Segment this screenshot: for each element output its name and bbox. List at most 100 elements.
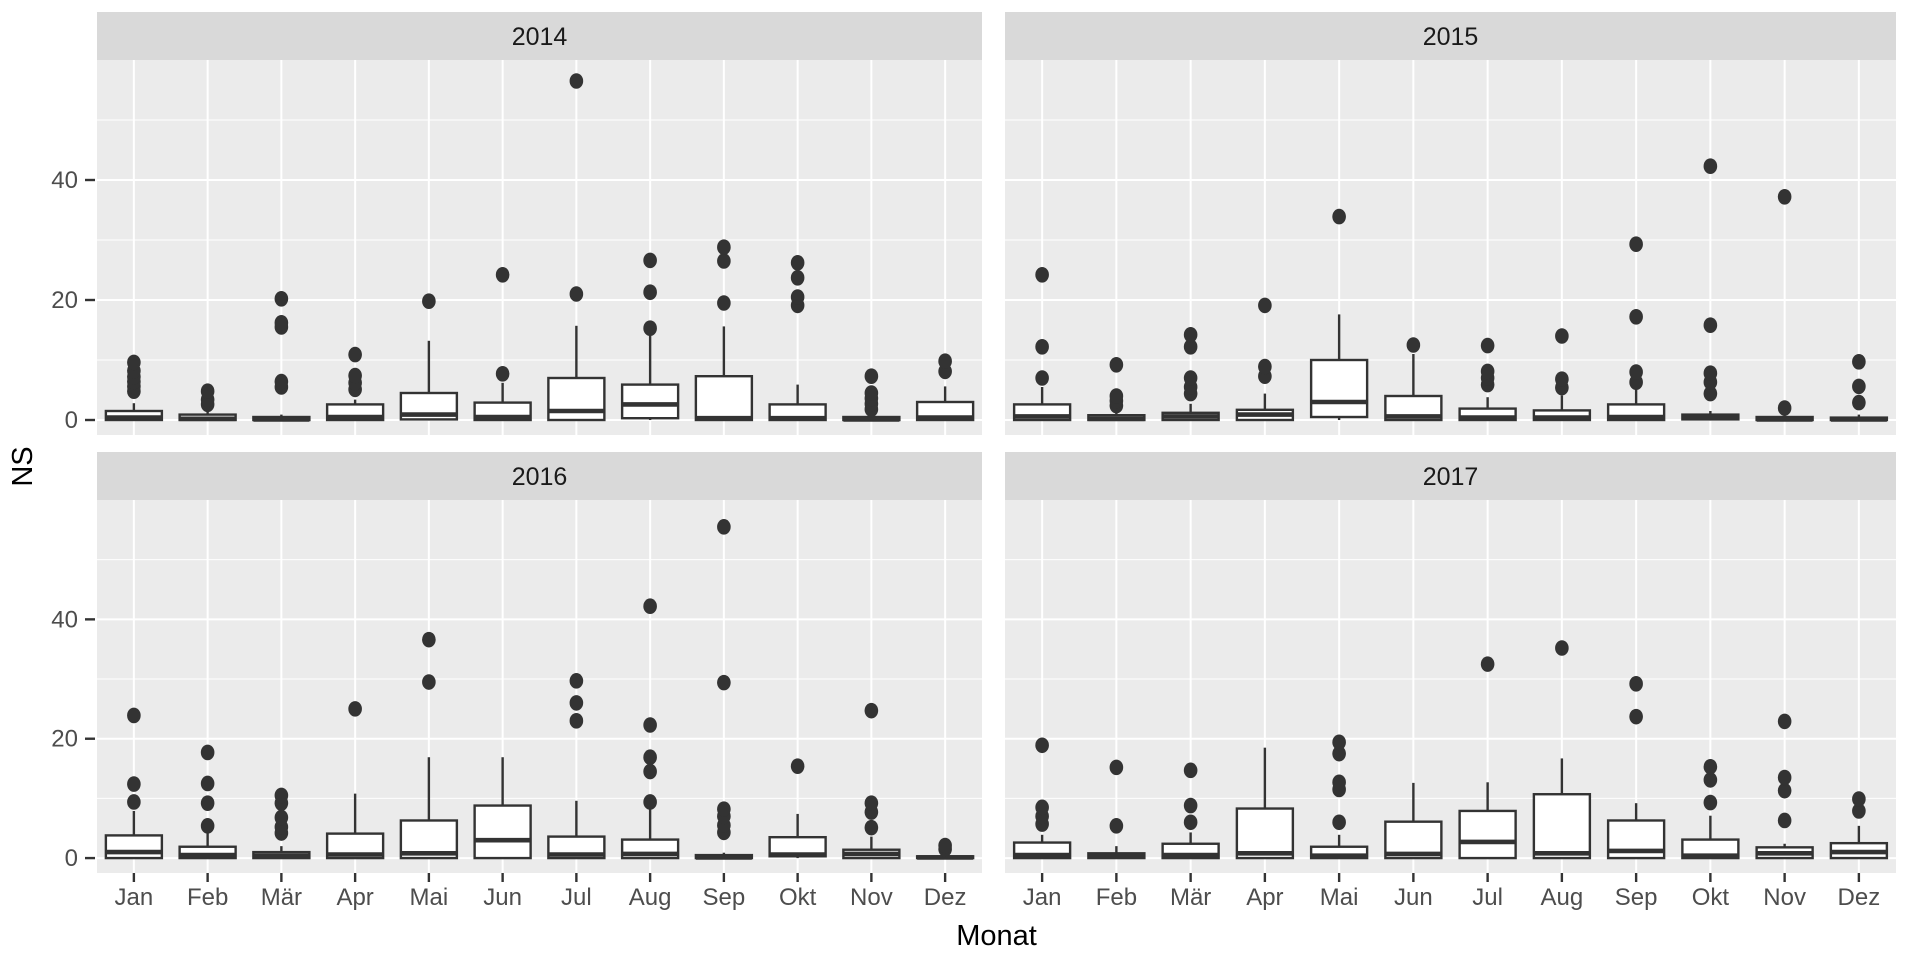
panel-2016 [97,500,982,873]
box-2017-Jul [1458,809,1517,860]
y-tick-label-40: 40 [51,606,78,633]
box-2016-Jan [104,834,164,860]
outlier-2015-Jul [1480,363,1495,380]
outlier-2014-Jul [569,286,584,302]
facet-strip-label-2016: 2016 [512,463,568,491]
outlier-2017-Mai [1332,745,1346,762]
outlier-2016-Apr [348,701,362,717]
outlier-2015-Jun [1406,337,1421,353]
panel-2017 [1005,500,1896,873]
x-tick-label-Sep: Sep [703,884,746,911]
outlier-2014-Sep [717,239,731,255]
x-tick-label-Apr: Apr [1246,884,1283,911]
box-2017-Mai [1309,845,1369,860]
x-tick-label-Okt: Okt [1692,884,1730,911]
outlier-2015-Okt [1703,365,1718,382]
outlier-2017-Mär [1183,762,1198,779]
outlier-2017-Jan [1035,799,1049,816]
outlier-2016-Sep [717,519,731,535]
outlier-2016-Mär [274,809,289,826]
outlier-2015-Dez [1852,354,1866,370]
outlier-2016-Feb [200,795,215,811]
facet-strip-label-2015: 2015 [1423,23,1479,51]
outlier-2016-Aug [643,598,657,615]
outlier-2015-Feb [1109,357,1124,373]
outlier-2015-Mär [1183,370,1198,386]
facet-strip-2017 [1005,452,1896,500]
box-2016-Feb [178,845,237,860]
outlier-2017-Feb [1109,818,1124,834]
outlier-2017-Okt [1703,794,1718,811]
box-2014-Aug [620,383,680,420]
y-tick-label-0: 0 [65,845,78,872]
x-tick-label-Jan: Jan [1023,884,1062,911]
outlier-2015-Jan [1035,267,1049,283]
outlier-2017-Dez [1852,791,1866,807]
outlier-2014-Apr [348,346,362,363]
outlier-2015-Feb [1109,388,1124,404]
outlier-2016-Aug [643,717,657,733]
outlier-2015-Jul [1480,337,1495,354]
outlier-2017-Jan [1035,737,1049,754]
box-2016-Jun [473,804,532,860]
outlier-2016-Aug [643,749,657,766]
outlier-2017-Dez [1852,803,1866,819]
outlier-2016-Feb [200,818,215,834]
outlier-2017-Mär [1183,797,1198,814]
x-tick-label-Jul: Jul [1472,884,1503,911]
y-axis-title: NS [7,446,39,486]
outlier-2014-Sep [717,253,731,269]
outlier-2015-Sep [1629,236,1643,252]
box-2017-Apr [1235,807,1295,860]
outlier-2014-Nov [864,368,879,385]
outlier-2015-Apr [1258,358,1272,375]
outlier-2017-Mai [1332,734,1346,751]
facet-strip-label-2014: 2014 [512,23,568,51]
box-2015-Aug [1532,409,1592,422]
outlier-2016-Jul [569,673,584,689]
x-tick-label-Dez: Dez [924,884,967,911]
outlier-2015-Okt [1703,317,1718,334]
outlier-2017-Aug [1555,640,1569,656]
x-tick-label-Mai: Mai [410,884,449,911]
outlier-2015-Sep [1629,364,1643,380]
outlier-2014-Aug [643,320,657,337]
outlier-2015-Sep [1629,309,1643,325]
outlier-2014-Mär [274,315,289,331]
outlier-2016-Dez [938,837,952,854]
x-tick-label-Okt: Okt [779,884,817,911]
outlier-2017-Okt [1703,772,1718,788]
outlier-2016-Aug [643,763,657,780]
outlier-2015-Aug [1555,371,1569,388]
x-tick-label-Aug: Aug [1541,884,1584,911]
x-tick-label-Mai: Mai [1320,884,1359,911]
outlier-2016-Jan [127,794,141,810]
outlier-2015-Okt [1703,385,1718,402]
y-tick-label-20: 20 [51,726,78,753]
outlier-2017-Sep [1629,676,1643,692]
x-tick-label-Nov: Nov [850,884,893,911]
facet-strip-2015 [1005,12,1896,60]
outlier-2017-Nov [1777,713,1792,730]
outlier-2017-Nov [1777,812,1792,829]
outlier-2016-Aug [643,794,657,810]
outlier-2014-Mär [274,291,289,307]
outlier-2014-Jun [495,366,510,382]
outlier-2016-Okt [790,758,805,774]
panel-2015 [1005,60,1896,435]
box-2015-Jul [1458,407,1517,422]
outlier-2016-Jan [127,707,141,724]
outlier-2017-Sep [1629,708,1643,725]
outlier-2015-Jan [1035,339,1049,355]
x-tick-label-Dez: Dez [1838,884,1881,911]
x-tick-label-Nov: Nov [1763,884,1806,911]
outlier-2017-Mai [1332,814,1346,831]
outlier-2016-Jul [569,713,584,729]
outlier-2015-Nov [1777,400,1792,416]
outlier-2017-Okt [1703,758,1718,775]
y-tick-label-20: 20 [51,287,78,314]
outlier-2014-Sep [717,295,731,311]
outlier-2015-Nov [1777,189,1792,205]
x-tick-label-Jun: Jun [1394,884,1433,911]
